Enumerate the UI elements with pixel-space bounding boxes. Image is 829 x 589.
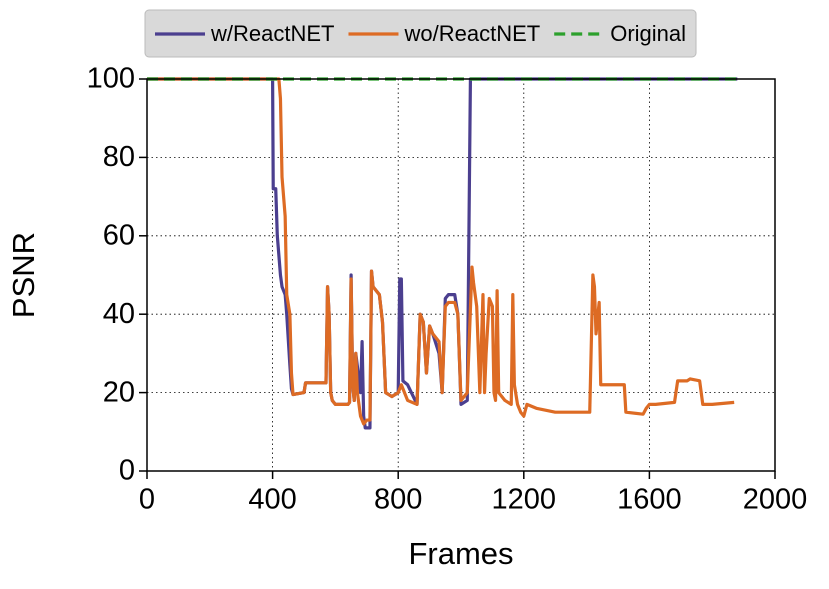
x-tick-label: 400 [248,484,296,516]
legend-label: w/ReactNET [210,21,334,46]
y-tick-label: 60 [103,219,135,251]
x-tick-label: 2000 [743,484,808,516]
y-axis-label: PSNR [6,232,41,318]
x-axis-label: Frames [408,536,513,571]
x-tick-label: 1200 [492,484,557,516]
x-tick-label: 800 [374,484,422,516]
y-tick-label: 100 [87,63,135,95]
y-tick-label: 40 [103,298,135,330]
y-tick-label: 20 [103,376,135,408]
legend-label: Original [610,21,686,46]
plot-frame [146,78,776,472]
x-tick-label: 1600 [617,484,682,516]
legend: w/ReactNET wo/ReactNET Original [144,9,697,58]
y-tick-label: 0 [119,455,135,487]
legend-label: wo/ReactNET [403,21,540,46]
legend-box [144,9,697,58]
y-tick-label: 80 [103,141,135,173]
data-line [147,77,735,426]
x-tick-label: 0 [139,484,155,516]
